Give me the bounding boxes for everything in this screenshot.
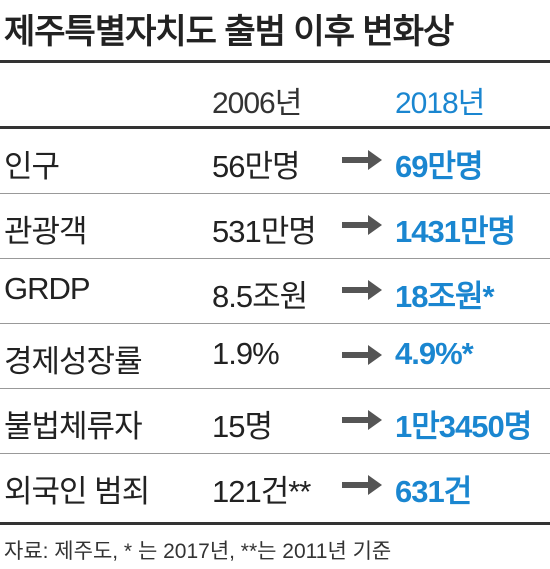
value-2018: 18조원* (395, 279, 495, 314)
arrow (342, 150, 382, 170)
rule (0, 522, 550, 525)
rule (0, 388, 550, 389)
value-2006: 531만명 (212, 214, 317, 249)
rule (0, 258, 550, 259)
value-2006: 1.9% (212, 336, 280, 371)
value-2018: 1만3450명 (395, 409, 532, 444)
value-2006: 121건** (212, 474, 311, 509)
arrow (342, 345, 382, 365)
row-label: 인구 (4, 149, 60, 184)
arrow (342, 215, 382, 235)
value-2018: 1431만명 (395, 214, 516, 249)
value-2006: 56만명 (212, 149, 301, 184)
footer: 자료: 제주도, * 는 2017년, **는 2011년 기준 (4, 540, 392, 563)
row-label: 외국인 범죄 (4, 474, 150, 509)
rule (0, 60, 550, 63)
row-label: 관광객 (4, 214, 88, 249)
value-2018: 4.9%* (395, 336, 474, 371)
rule (0, 193, 550, 194)
title: 제주특별자치도 출범 이후 변화상 (4, 13, 454, 51)
rule (0, 126, 550, 129)
value-2018: 631건 (395, 474, 472, 509)
header-2018: 2018년 (395, 87, 485, 120)
value-2006: 8.5조원 (212, 279, 308, 314)
header-2006: 2006년 (212, 87, 302, 120)
arrow (342, 475, 382, 495)
row-label: GRDP (4, 271, 91, 306)
rule (0, 453, 550, 454)
value-2006: 15명 (212, 409, 273, 444)
rule (0, 323, 550, 324)
arrow (342, 410, 382, 430)
row-label: 불법체류자 (4, 409, 143, 444)
value-2018: 69만명 (395, 149, 484, 184)
row-label: 경제성장률 (4, 344, 143, 379)
arrow (342, 280, 382, 300)
